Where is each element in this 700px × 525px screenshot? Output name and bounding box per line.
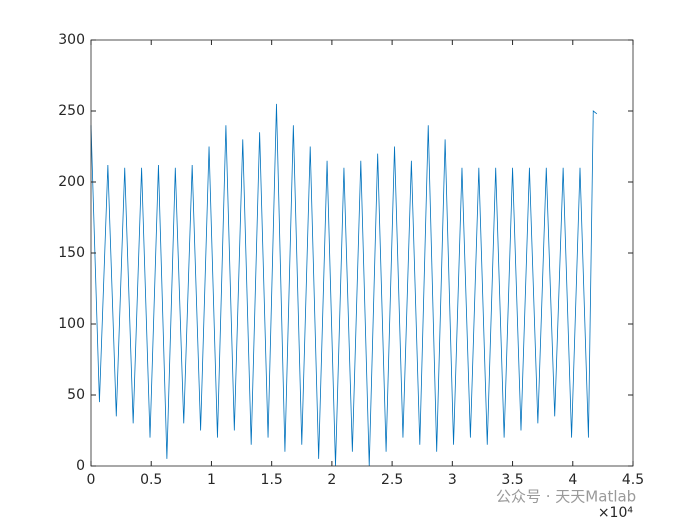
x-tick-label: 3 [448, 472, 457, 488]
x-tick-label: 2 [327, 472, 336, 488]
y-tick-label: 250 [58, 103, 85, 119]
axes-box [90, 39, 634, 467]
x-tick-label: 1 [207, 472, 216, 488]
data-line [90, 103, 598, 467]
x-tick-label: 0.5 [140, 472, 162, 488]
y-tick-label: 150 [58, 245, 85, 261]
x-tick-label: 4 [568, 472, 577, 488]
y-tick-label: 0 [76, 458, 85, 474]
y-tick-label: 50 [67, 387, 85, 403]
x-tick-label: 3.5 [501, 472, 523, 488]
y-tick-label: 300 [58, 32, 85, 48]
x-tick-label: 4.5 [622, 472, 644, 488]
x-tick-label: 0 [87, 472, 96, 488]
x-tick-label: 2.5 [381, 472, 403, 488]
y-tick-label: 100 [58, 316, 85, 332]
x-multiplier: ×10⁴ [598, 505, 634, 521]
y-tick-label: 200 [58, 174, 85, 190]
x-tick-label: 1.5 [261, 472, 283, 488]
watermark: 公众号 · 天天Matlab [496, 488, 636, 506]
